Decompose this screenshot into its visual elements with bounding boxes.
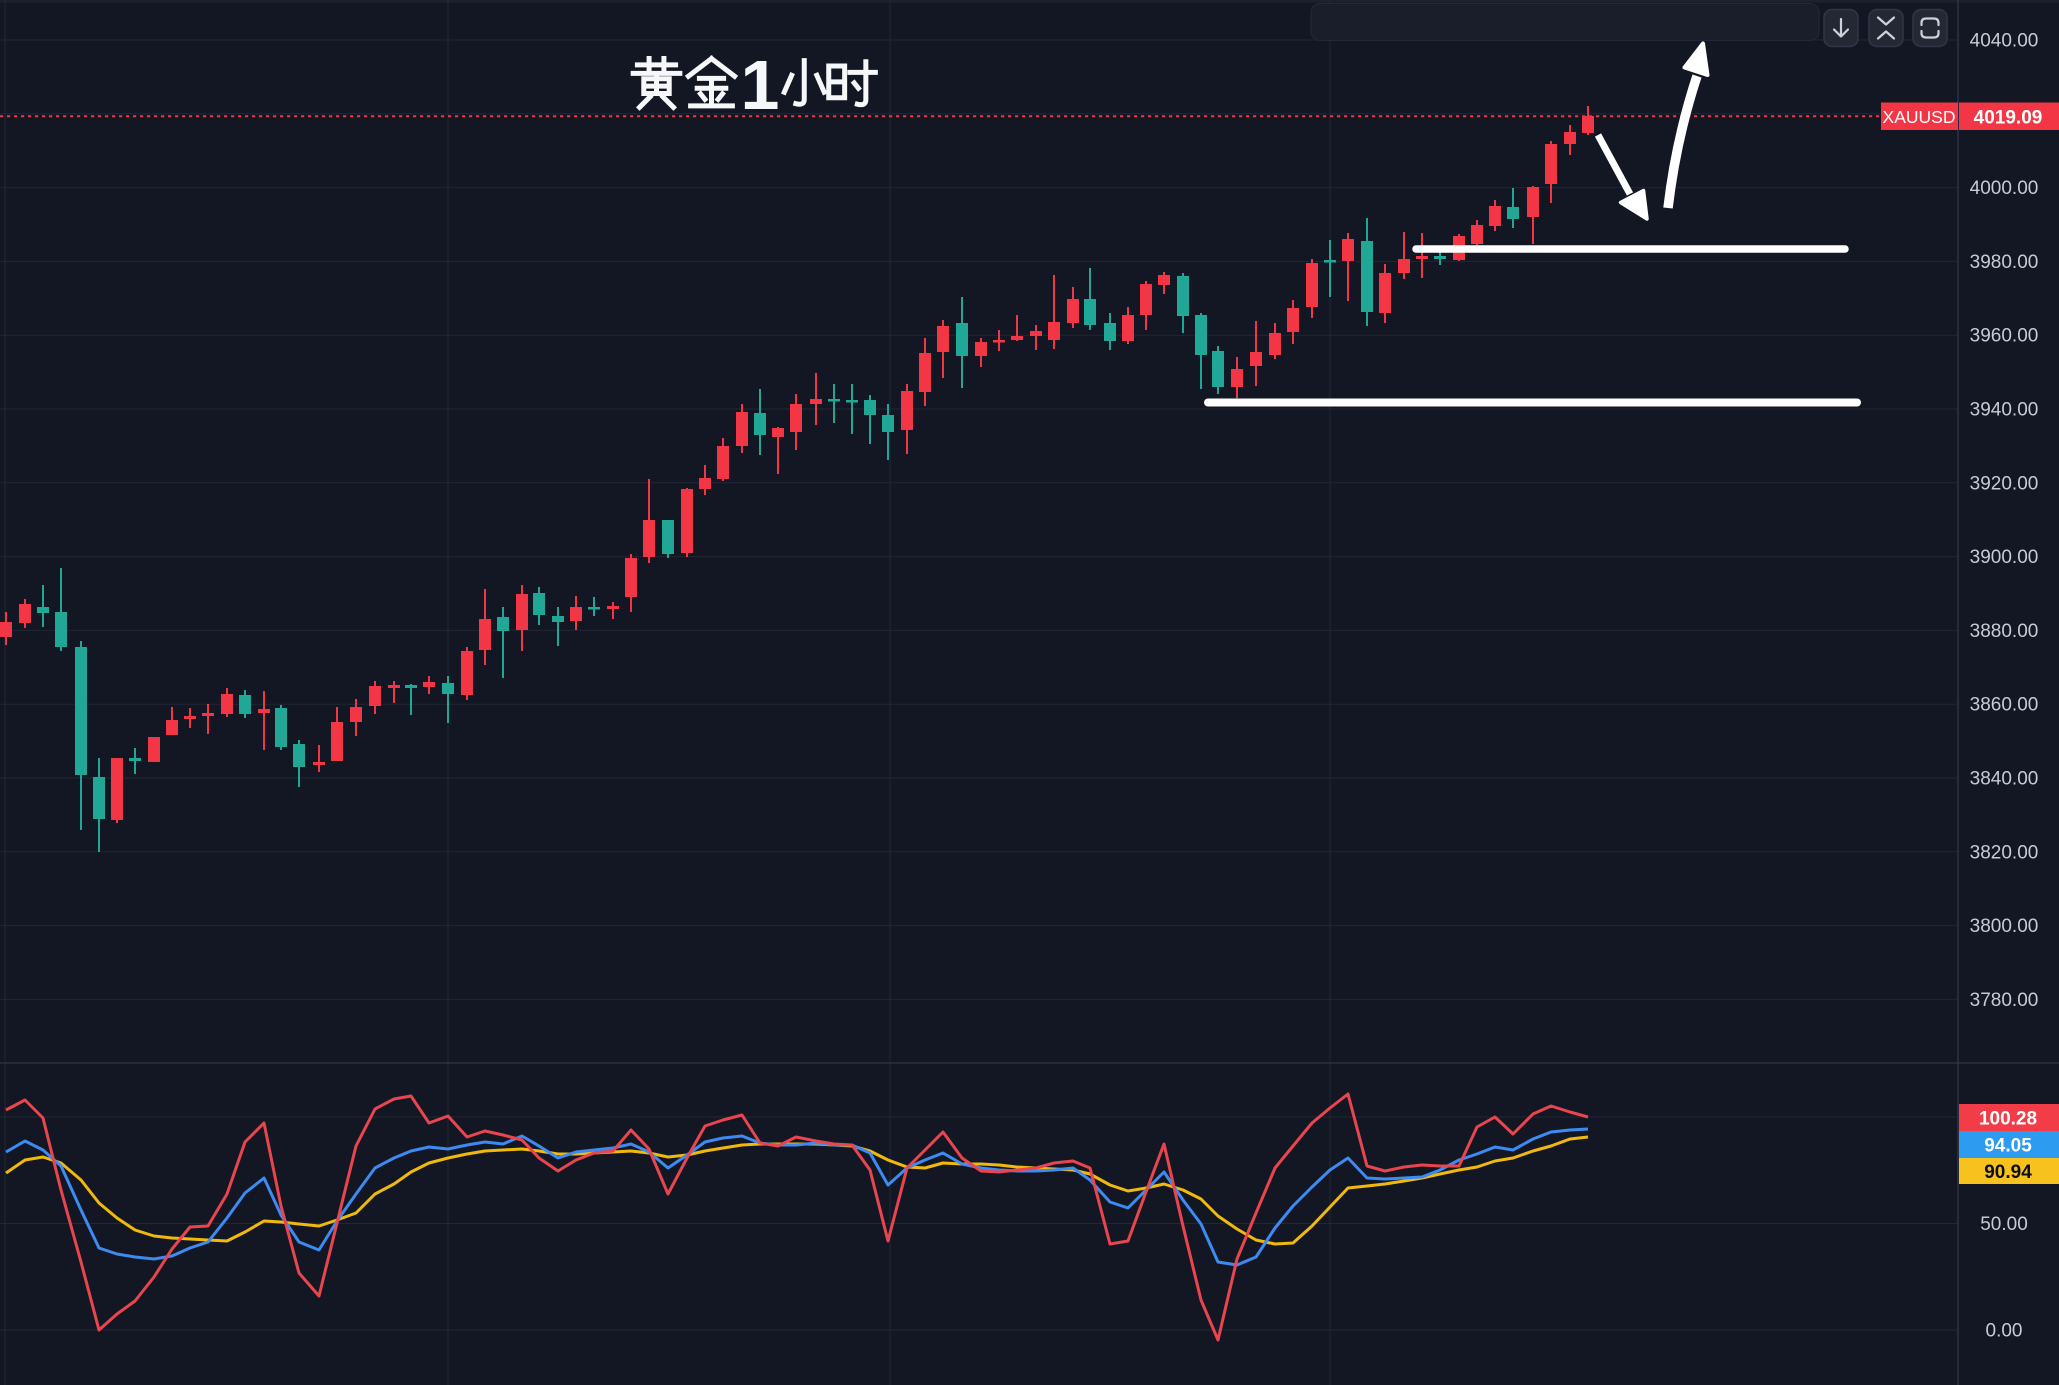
svg-text:3840.00: 3840.00 <box>1970 769 2039 790</box>
svg-text:3780.00: 3780.00 <box>1970 990 2039 1011</box>
svg-text:3820.00: 3820.00 <box>1970 842 2039 863</box>
svg-text:0.00: 0.00 <box>1986 1321 2023 1342</box>
svg-text:3800.00: 3800.00 <box>1970 916 2039 937</box>
svg-text:XAUUSD: XAUUSD <box>1883 107 1956 127</box>
svg-text:4000.00: 4000.00 <box>1970 178 2039 199</box>
svg-text:50.00: 50.00 <box>1980 1214 2028 1235</box>
svg-text:100.28: 100.28 <box>1979 1109 2037 1130</box>
svg-text:1: 1 <box>741 46 780 124</box>
svg-text:3860.00: 3860.00 <box>1970 695 2039 716</box>
svg-text:3960.00: 3960.00 <box>1970 326 2039 347</box>
svg-text:3940.00: 3940.00 <box>1970 400 2039 421</box>
svg-text:90.94: 90.94 <box>1984 1162 2032 1183</box>
svg-text:3980.00: 3980.00 <box>1970 252 2039 273</box>
svg-text:94.05: 94.05 <box>1984 1136 2032 1157</box>
svg-text:3900.00: 3900.00 <box>1970 547 2039 568</box>
svg-text:3920.00: 3920.00 <box>1970 473 2039 494</box>
svg-text:3880.00: 3880.00 <box>1970 621 2039 642</box>
svg-text:4019.09: 4019.09 <box>1974 108 2043 129</box>
svg-text:4040.00: 4040.00 <box>1970 31 2039 52</box>
